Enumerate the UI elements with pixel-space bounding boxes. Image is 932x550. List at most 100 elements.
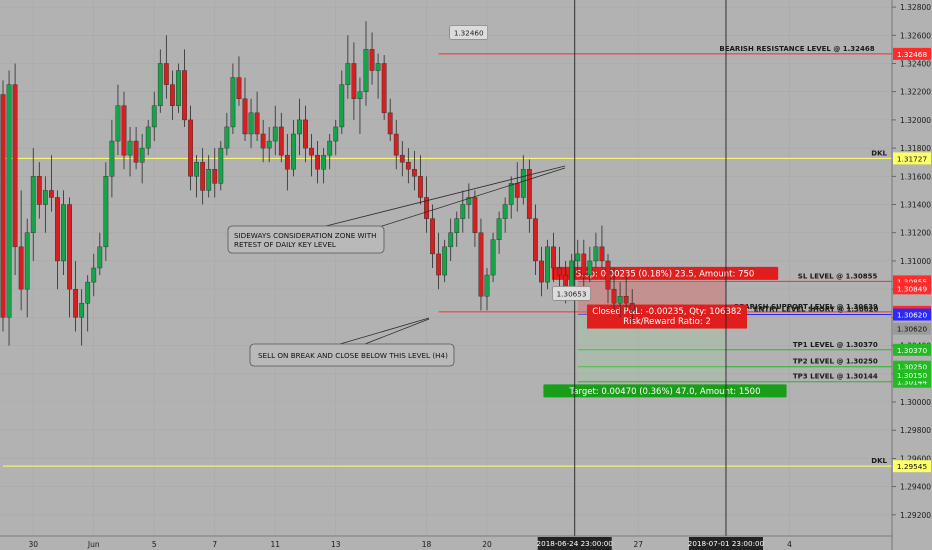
price-badge	[893, 460, 931, 473]
candle-body	[460, 204, 466, 219]
candle-body	[73, 288, 79, 318]
candle-body	[424, 197, 429, 219]
target-label: Target: 0.00470 (0.36%) 47.0, Amount: 15…	[569, 387, 761, 397]
candle-body	[520, 169, 526, 198]
candle-body	[327, 140, 333, 156]
price-callout-text: 1.32460	[454, 28, 484, 37]
candle-body	[55, 197, 60, 262]
candlestick-series	[0, 21, 635, 346]
candle-body	[315, 154, 320, 170]
candle-body	[581, 253, 587, 276]
candle-body	[49, 190, 54, 198]
candle-body	[278, 126, 284, 156]
candle-body	[139, 147, 145, 163]
y-tick-label: 1.31400	[900, 201, 931, 210]
price-badge	[893, 282, 931, 295]
price-badge	[893, 308, 931, 321]
price-badge-text: 1.30620	[897, 311, 928, 320]
candle-body	[0, 94, 6, 318]
candle-body	[218, 147, 224, 184]
candle-body	[539, 260, 544, 283]
time-marker-badge	[537, 537, 612, 550]
x-axis-panel	[0, 536, 892, 550]
y-axis-panel	[892, 0, 932, 550]
candle-body	[321, 154, 327, 170]
candle-body	[127, 140, 133, 156]
level-label: BEARISH RESISTANCE LEVEL @ 1.32468	[719, 45, 874, 53]
price-badge-text: 1.30250	[897, 363, 928, 372]
candle-body	[442, 246, 448, 276]
price-badge-text: 1.29545	[897, 462, 927, 471]
time-marker-label: 2018-07-01 23:00:00	[688, 539, 765, 548]
price-badge-text: 1.30855	[897, 277, 927, 286]
candle-body	[405, 162, 411, 170]
candle-body	[381, 63, 387, 114]
candle-body	[176, 70, 181, 106]
y-tick-label: 1.29600	[900, 454, 931, 463]
candle-body	[121, 105, 127, 156]
y-tick-label: 1.29200	[900, 511, 931, 520]
zone-note-box[interactable]	[227, 225, 385, 254]
y-tick-label: 1.30000	[900, 398, 931, 407]
price-callouts: 1.32460 1.30653	[449, 25, 591, 301]
x-tick-label: 13	[331, 540, 341, 549]
candle-body	[466, 197, 472, 205]
level-label: TP3 LEVEL @ 1.30144	[793, 373, 878, 381]
candle-body	[266, 140, 272, 149]
candle-body	[115, 105, 121, 142]
candle-body	[30, 176, 36, 233]
candle-body	[91, 267, 97, 283]
x-tick-label: 4	[787, 540, 792, 549]
time-markers	[574, 0, 727, 536]
y-tick-label: 1.32400	[900, 59, 931, 68]
candle-body	[242, 98, 248, 135]
candle-body	[472, 197, 478, 233]
candle-body	[97, 246, 103, 269]
x-tick-label: 5	[152, 540, 157, 549]
price-badge-text: 1.30370	[897, 346, 928, 355]
candle-body	[42, 190, 48, 205]
candle-body	[272, 126, 278, 142]
candle-body	[484, 274, 490, 297]
sell-pointer-line	[339, 317, 430, 345]
candle-body	[617, 296, 623, 304]
candle-body	[303, 119, 308, 149]
candle-body	[605, 260, 611, 290]
candle-body	[85, 281, 91, 304]
candle-body	[182, 70, 187, 121]
candle-body	[399, 154, 405, 163]
candle-body	[169, 84, 175, 106]
time-marker-label: 2018-06-24 23:00:00	[537, 539, 614, 548]
candle-body	[569, 260, 575, 290]
candle-body	[206, 169, 212, 191]
annotations: SIDEWAYS CONSIDERATION ZONE WITH RETEST …	[227, 165, 566, 367]
candle-body	[587, 260, 593, 276]
candle-body	[103, 176, 109, 248]
sell-note-box[interactable]	[249, 343, 455, 367]
candle-body	[545, 246, 550, 283]
candle-body	[163, 63, 169, 85]
level-label: DKL	[871, 149, 887, 157]
price-badge-text: 1.30144	[897, 378, 928, 387]
candle-body	[593, 246, 599, 262]
candle-body	[200, 162, 206, 191]
price-badge	[893, 343, 931, 356]
price-badge	[893, 369, 931, 382]
candle-body	[157, 63, 163, 106]
y-tick-label: 1.32200	[900, 88, 931, 97]
candle-body	[629, 303, 635, 311]
price-callout	[552, 286, 591, 301]
candle-body	[448, 232, 454, 248]
candle-body	[478, 232, 484, 297]
price-callout	[449, 25, 489, 40]
candle-body	[333, 126, 339, 142]
candle-body	[339, 84, 345, 128]
candle-body	[514, 183, 520, 198]
price-badge-text: 1.30849	[897, 284, 928, 293]
candle-body	[357, 91, 363, 99]
candle-body	[133, 140, 139, 163]
candle-body	[363, 49, 369, 92]
candle-body	[557, 267, 563, 276]
trade-position[interactable]: Stop: 0.00235 (0.18%) 23.5, Amount: 750 C…	[543, 266, 787, 398]
